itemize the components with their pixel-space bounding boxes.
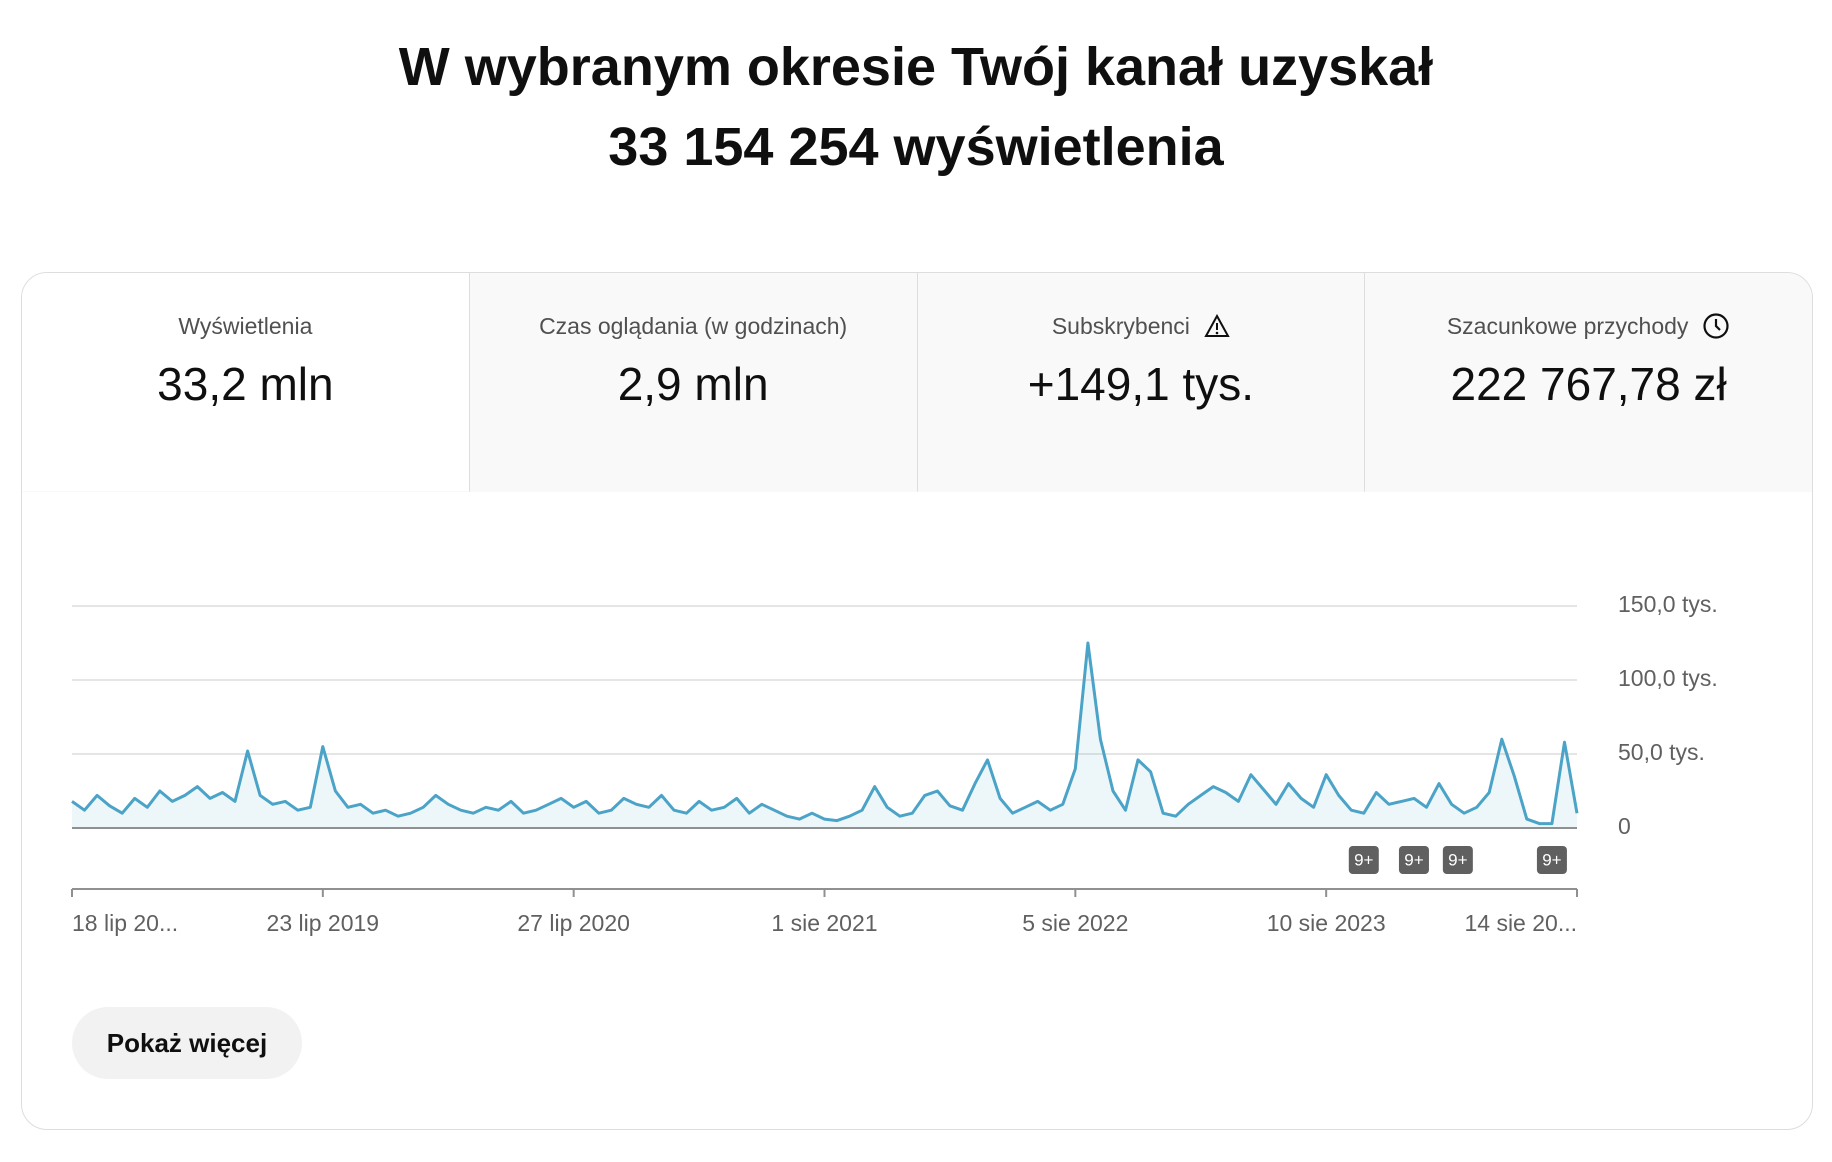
y-tick-label: 100,0 tys. [1618,665,1718,691]
metric-tabs: Wyświetlenia 33,2 mln Czas oglądania (w … [22,273,1812,492]
x-tick-label: 5 sie 2022 [1022,910,1128,936]
metric-label-text: Subskrybenci [1051,312,1190,339]
metric-value: +149,1 tys. [1027,358,1255,410]
metric-value: 222 767,78 zł [1450,358,1727,410]
metric-label-text: Czas oglądania (w godzinach) [539,312,848,339]
x-tick-label: 1 sie 2021 [771,910,877,936]
annotation-badge [1442,846,1473,874]
x-tick-label: 18 lip 20... [72,910,178,936]
metric-label: Wyświetlenia [22,311,469,341]
annotation-label: 9+ [1542,850,1561,869]
metric-tab[interactable]: Subskrybenci +149,1 tys. [916,273,1365,492]
clock-icon [1703,313,1730,339]
metric-tab[interactable]: Czas oglądania (w godzinach) 2,9 mln [468,273,917,492]
metric-value: 33,2 mln [157,358,334,410]
show-more-button[interactable]: Pokaż więcej [72,1007,302,1079]
annotation-label: 9+ [1404,850,1423,869]
analytics-card: Wyświetlenia 33,2 mln Czas oglądania (w … [21,272,1813,1130]
warning-icon [1204,314,1230,337]
metric-tab[interactable]: Szacunkowe przychody 222 767,78 zł [1364,273,1812,492]
annotation-badge [1398,846,1429,874]
x-tick-label: 23 lip 2019 [267,910,380,936]
x-tick-label: 14 sie 20... [1464,910,1577,936]
y-tick-label: 50,0 tys. [1618,739,1705,765]
y-tick-label: 0 [1618,813,1631,839]
y-tick-label: 150,0 tys. [1618,591,1718,617]
metric-label-text: Wyświetlenia [178,312,313,339]
title: W wybranym okresie Twój kanał uzyskał [398,37,1434,97]
area [72,643,1577,828]
metric-label: Szacunkowe przychody [1365,311,1812,341]
metric-label: Czas oglądania (w godzinach) [470,311,917,341]
metric-label: Subskrybenci [918,311,1365,341]
x-tick-label: 10 sie 2023 [1267,910,1386,936]
title: 33 154 254 wyświetlenia [608,117,1224,177]
chart: 0 50,0 tys. 100,0 tys. 150,0 tys. 18 lip 20.… [71,591,1718,936]
annotation-label: 9+ [1354,850,1373,869]
annotation-badge [1348,846,1379,874]
metric-label-text: Szacunkowe przychody [1446,312,1689,339]
metric-value: 2,9 mln [617,358,769,410]
annotation-label: 9+ [1448,850,1467,869]
x-tick-label: 27 lip 2020 [517,910,630,936]
line [71,641,1579,826]
annotation-badge [1536,846,1567,874]
metric-tab[interactable]: Wyświetlenia 33,2 mln [22,273,469,492]
